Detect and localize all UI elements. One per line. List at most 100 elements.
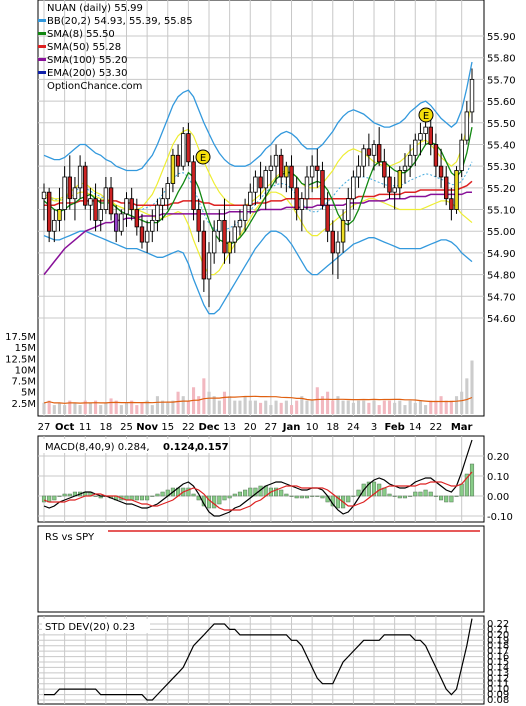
candle-body: [294, 187, 299, 210]
candle-body: [41, 191, 47, 200]
x-tick-label: 14: [409, 422, 422, 433]
macd-histogram-bar: [459, 483, 464, 497]
volume-bar: [310, 400, 314, 414]
macd-histogram-bar: [469, 463, 475, 497]
candle-body: [232, 226, 237, 243]
candle-body: [387, 176, 392, 193]
x-tick-label: Dec: [199, 422, 220, 433]
volume-bar: [434, 400, 438, 414]
volume-bar: [429, 400, 433, 414]
macd-histogram-bar: [371, 481, 377, 497]
legend-entry: NUAN (daily) 55.99: [47, 3, 143, 14]
macd-histogram-bar: [418, 491, 423, 497]
std-tick-label: 0.08: [487, 695, 509, 706]
macd-histogram-bar: [279, 489, 284, 497]
volume-bar: [63, 405, 67, 414]
candle-body: [335, 241, 341, 254]
legend-swatch: [38, 19, 46, 22]
price-tick-label: 55.50: [487, 119, 516, 130]
volume-bar: [393, 402, 397, 414]
price-tick-label: 55.20: [487, 184, 516, 195]
candle-body: [340, 219, 346, 243]
candle-body: [407, 154, 413, 167]
std-axis: 0.220.210.200.190.180.170.160.150.140.13…: [487, 619, 509, 706]
macd-histogram-bar: [382, 487, 387, 497]
candle-body: [150, 219, 155, 232]
macd-histogram-bar: [387, 493, 392, 497]
volume-tick-label: 5M: [21, 388, 36, 399]
macd-histogram-bar: [439, 495, 444, 501]
candle-body: [67, 176, 72, 200]
macd-histogram-bar: [392, 495, 397, 497]
macd-histogram-bar: [428, 491, 433, 497]
candle-body: [77, 165, 83, 189]
candle-body: [227, 241, 232, 254]
std-line: [44, 618, 473, 701]
volume-bar: [300, 396, 304, 414]
candle-body: [248, 191, 253, 206]
volume-bar: [145, 400, 149, 414]
volume-bar: [454, 396, 459, 414]
x-tick-label: 15: [161, 422, 174, 433]
volume-tick-label: 7.5M: [11, 377, 36, 388]
volume-bar: [264, 400, 268, 414]
volume-bar: [460, 391, 464, 414]
candle-body: [206, 252, 212, 280]
bb-lower-line: [43, 230, 473, 315]
macd-histogram-bar: [186, 487, 191, 497]
candle-body: [103, 187, 109, 210]
volume-bar: [243, 396, 247, 414]
candle-body: [119, 213, 124, 232]
volume-bar: [346, 400, 350, 414]
volume-bar: [166, 402, 170, 414]
volume-bar: [68, 400, 72, 414]
macd-histogram-bar: [284, 493, 289, 497]
candle-body: [289, 165, 294, 189]
candle-body: [144, 230, 150, 243]
candle-body: [62, 176, 67, 210]
volume-bar: [424, 405, 428, 414]
candle-body: [278, 154, 284, 178]
volume-bar: [78, 405, 82, 414]
bollinger-bands: [43, 61, 473, 315]
candle-body: [371, 144, 377, 156]
x-tick-label: Oct: [55, 422, 74, 433]
volume-bar: [114, 400, 118, 414]
volume-bar: [161, 400, 165, 414]
std-label: STD DEV(20) 0.23: [45, 622, 135, 633]
x-tick-label: 18: [326, 422, 339, 433]
volume-bar: [387, 400, 392, 414]
volume-bar: [202, 378, 206, 414]
std-tick-label: 0.11: [487, 679, 509, 690]
earnings-marker: E: [195, 149, 211, 165]
macd-histogram-bar: [52, 495, 57, 501]
candle-body: [346, 198, 351, 221]
candle-body: [428, 126, 433, 145]
volume-bar: [222, 391, 227, 414]
std-tick-label: 0.09: [487, 690, 509, 701]
volume-bar: [465, 378, 469, 414]
price-tick-label: 54.90: [487, 249, 516, 260]
volume-bar: [269, 405, 273, 414]
candle-body: [263, 170, 268, 189]
macd-tick-label: -0.10: [487, 512, 513, 523]
macd-histogram-bar: [139, 495, 145, 501]
volume-bar: [372, 400, 376, 414]
candle-body: [155, 204, 160, 221]
legend-swatch: [38, 32, 46, 35]
candle-body: [237, 219, 243, 228]
legend-swatch: [38, 58, 46, 61]
candle-body: [376, 144, 382, 163]
legend-entry: BB(20,2) 54.93, 55.39, 55.85: [47, 16, 193, 27]
volume-bar: [382, 400, 386, 414]
legend-entry: SMA(50) 55.28: [47, 42, 121, 53]
volume-bar: [377, 405, 381, 414]
candle-body: [459, 139, 464, 171]
volume-tick-label: 2.5M: [11, 399, 36, 410]
macd-histogram-bar: [464, 473, 469, 497]
macd-histogram-bar: [237, 491, 243, 497]
macd-histogram-bar: [356, 489, 361, 497]
candle-body: [449, 198, 454, 210]
volume-bar: [351, 402, 355, 414]
volume-bar: [449, 400, 453, 414]
